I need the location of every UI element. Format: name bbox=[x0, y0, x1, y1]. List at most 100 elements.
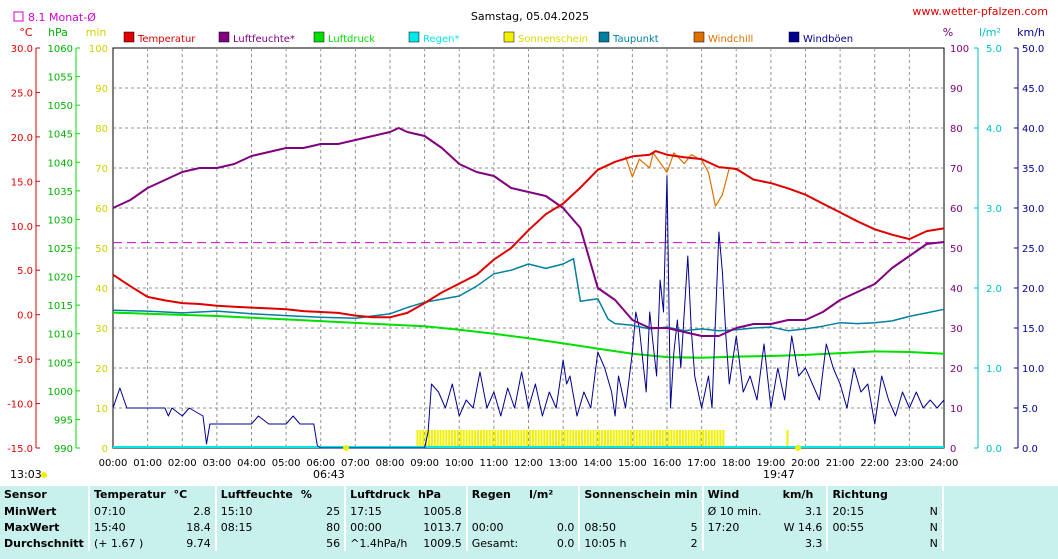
site-link[interactable]: www.wetter-pfalzen.com bbox=[912, 5, 1048, 18]
sunshine-bar bbox=[641, 430, 644, 448]
stats-cell-d-time: 20:15 bbox=[826, 503, 912, 519]
wind-tick-label: 0.0 bbox=[1022, 444, 1038, 455]
stats-cell-label: MinWert bbox=[4, 504, 57, 518]
x-tick-label: 05:00 bbox=[272, 458, 301, 469]
temp-tick-label: -5.0 bbox=[13, 355, 33, 366]
stats-body: MinWert 07:10 2.8 15:10 25 17:15 1005.8 Ø 10 mi… bbox=[0, 503, 1058, 551]
series-luftdruck-line bbox=[112, 311, 945, 359]
stats-cell-w-val: W 14.6 bbox=[783, 520, 823, 534]
sunshine-bar bbox=[693, 430, 696, 448]
hdr-press: Luftdruck bbox=[344, 486, 414, 503]
series-lines bbox=[112, 127, 945, 449]
temp-tick-label: 0.0 bbox=[17, 311, 33, 322]
temp-tick-label: 25.0 bbox=[11, 88, 33, 99]
x-tick-label: 10:00 bbox=[445, 458, 474, 469]
sunshine-bar bbox=[517, 430, 520, 448]
x-tick-label: 06:00 bbox=[306, 458, 335, 469]
sunshine-bar bbox=[468, 430, 471, 448]
stats-cell-h-time: 08:15 bbox=[214, 519, 297, 535]
humidity-tick-label: 20 bbox=[950, 364, 963, 375]
stats-cell-t-val: 18.4 bbox=[186, 520, 211, 534]
sunshine-bar bbox=[500, 430, 503, 448]
stats-cell-r-val bbox=[525, 503, 579, 519]
rain-tick-label: 0.0 bbox=[986, 444, 1002, 455]
x-tick-label: 03:00 bbox=[202, 458, 231, 469]
sunshine-bar bbox=[459, 430, 462, 448]
legend-label: Luftfeuchte* bbox=[233, 34, 295, 45]
sunshine-bar bbox=[612, 430, 615, 448]
stats-cell-s-val bbox=[673, 503, 702, 519]
legend-label: Regen* bbox=[423, 34, 460, 45]
legend-label: Temperatur bbox=[137, 34, 196, 45]
x-tick-label: 12:00 bbox=[514, 458, 543, 469]
pressure-tick-label: 1035 bbox=[48, 187, 73, 198]
stats-cell-w-val: 3.3 bbox=[804, 536, 823, 550]
stats-cell-label: MaxWert bbox=[4, 520, 60, 534]
sunshine-bar bbox=[471, 430, 474, 448]
stats-panel: Sensor Temperatur °C Luftfeuchte % Luftd… bbox=[0, 486, 1058, 559]
sunshine-bar bbox=[557, 430, 560, 448]
sunshine-bar bbox=[465, 430, 468, 448]
sunshine-bar bbox=[690, 430, 693, 448]
sunshine-bar bbox=[722, 430, 725, 448]
stats-cell-r-val: 0.0 bbox=[556, 520, 575, 534]
sunshine-bar bbox=[416, 430, 419, 448]
hdr-hum-unit: % bbox=[300, 488, 312, 501]
pressure-tick-label: 1030 bbox=[48, 215, 73, 226]
sunshine-bar bbox=[667, 430, 670, 448]
sunshine-bar bbox=[679, 430, 682, 448]
stats-cell-p-val: 1013.7 bbox=[423, 520, 462, 534]
stats-cell-h-val: 56 bbox=[326, 536, 341, 550]
sunshine-bar bbox=[583, 430, 586, 448]
humidity-tick-label: 30 bbox=[950, 324, 963, 335]
sunshine-bar bbox=[508, 430, 511, 448]
x-tick-label: 04:00 bbox=[237, 458, 266, 469]
temp-tick-label: 5.0 bbox=[17, 266, 33, 277]
wind-tick-label: 50.0 bbox=[1022, 44, 1044, 55]
sunshine-bar bbox=[442, 430, 445, 448]
wind-tick-label: 10.0 bbox=[1022, 364, 1044, 375]
sunshine-bar bbox=[491, 430, 494, 448]
sunshine-bar bbox=[707, 430, 710, 448]
sunshine-bar bbox=[655, 430, 658, 448]
x-tick-label: 09:00 bbox=[410, 458, 439, 469]
wind-unit: km/h bbox=[1017, 26, 1045, 39]
hdr-hum: Luftfeuchte bbox=[214, 486, 297, 503]
humidity-tick-label: 70 bbox=[950, 164, 963, 175]
stats-row: Durchschnitt (+ 1.67 ) 9.74 56 ^1.4hPa/h 1009… bbox=[0, 535, 1058, 551]
sunshine-bar bbox=[658, 430, 661, 448]
sunshine-bar bbox=[664, 430, 667, 448]
stats-row: MinWert 07:10 2.8 15:10 25 17:15 1005.8 Ø 10 mi… bbox=[0, 503, 1058, 519]
sun-tick-label: 90 bbox=[95, 84, 108, 95]
wind-tick-label: 15.0 bbox=[1022, 324, 1044, 335]
sunshine-bar bbox=[589, 430, 592, 448]
hdr-rain-unit: l/m² bbox=[529, 488, 554, 501]
stats-cell-empty bbox=[941, 535, 1058, 551]
temp-tick-label: 30.0 bbox=[11, 44, 33, 55]
series-taupunkt-line bbox=[112, 257, 945, 332]
x-tick-label: 17:00 bbox=[687, 458, 716, 469]
legend-swatch bbox=[313, 31, 325, 43]
sunshine-bar bbox=[786, 430, 789, 448]
sunshine-bar bbox=[586, 430, 589, 448]
pressure-tick-label: 990 bbox=[54, 444, 73, 455]
sunshine-bar bbox=[430, 430, 433, 448]
pressure-tick-label: 1015 bbox=[48, 301, 73, 312]
sunshine-bar bbox=[705, 430, 708, 448]
sunshine-bar bbox=[572, 430, 575, 448]
sun-unit: min bbox=[86, 26, 107, 39]
sunshine-bar bbox=[670, 430, 673, 448]
sunshine-bar bbox=[462, 430, 465, 448]
sunshine-bar bbox=[479, 430, 482, 448]
x-tick-label: 13:00 bbox=[549, 458, 578, 469]
sunshine-bar bbox=[687, 430, 690, 448]
stats-cell-d-val: N bbox=[929, 520, 938, 534]
monthly-avg-label: 8.1 Monat-Ø bbox=[28, 11, 96, 24]
legend-swatch bbox=[408, 31, 420, 43]
sun-tick-label: 20 bbox=[95, 364, 108, 375]
sunshine-bar bbox=[419, 430, 422, 448]
stats-cell-t-val: 2.8 bbox=[193, 504, 211, 518]
sunshine-bar bbox=[681, 430, 684, 448]
sunshine-bar bbox=[638, 430, 641, 448]
sunshine-bar bbox=[684, 430, 687, 448]
